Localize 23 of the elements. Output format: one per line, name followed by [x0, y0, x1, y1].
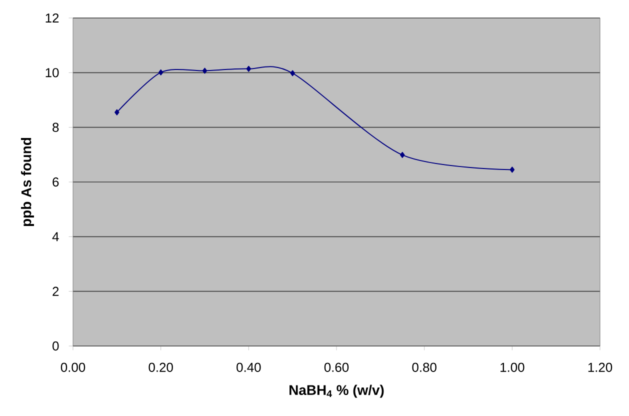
- x-tick-label: 0.80: [412, 362, 436, 372]
- point: [114, 109, 120, 116]
- point: [202, 68, 208, 74]
- y-tick-label: 10: [46, 68, 59, 78]
- point: [158, 69, 164, 76]
- x-tick-label: 1.00: [500, 362, 524, 372]
- y-tick-label: 0: [52, 341, 59, 351]
- point: [400, 152, 405, 158]
- point: [246, 66, 252, 72]
- y-tick-label: 8: [52, 122, 59, 132]
- x-tick-label: 0.20: [148, 362, 173, 372]
- y-tick-label: 12: [46, 13, 59, 23]
- x-tick-label: 0.60: [324, 362, 349, 372]
- y-tick-label: 6: [52, 177, 59, 187]
- x-tick-label: 0.00: [60, 362, 86, 372]
- point: [290, 70, 295, 76]
- y-axis-title: ppb As found: [20, 138, 34, 226]
- y-tick-label: 4: [52, 232, 59, 242]
- x-tick-label: 1.20: [588, 362, 612, 372]
- point: [510, 166, 515, 173]
- x-tick-label: 0.40: [236, 362, 261, 372]
- y-tick-label: 2: [52, 286, 59, 296]
- x-axis-title: NaBH$_{4}$ % (w/v): [290, 384, 384, 398]
